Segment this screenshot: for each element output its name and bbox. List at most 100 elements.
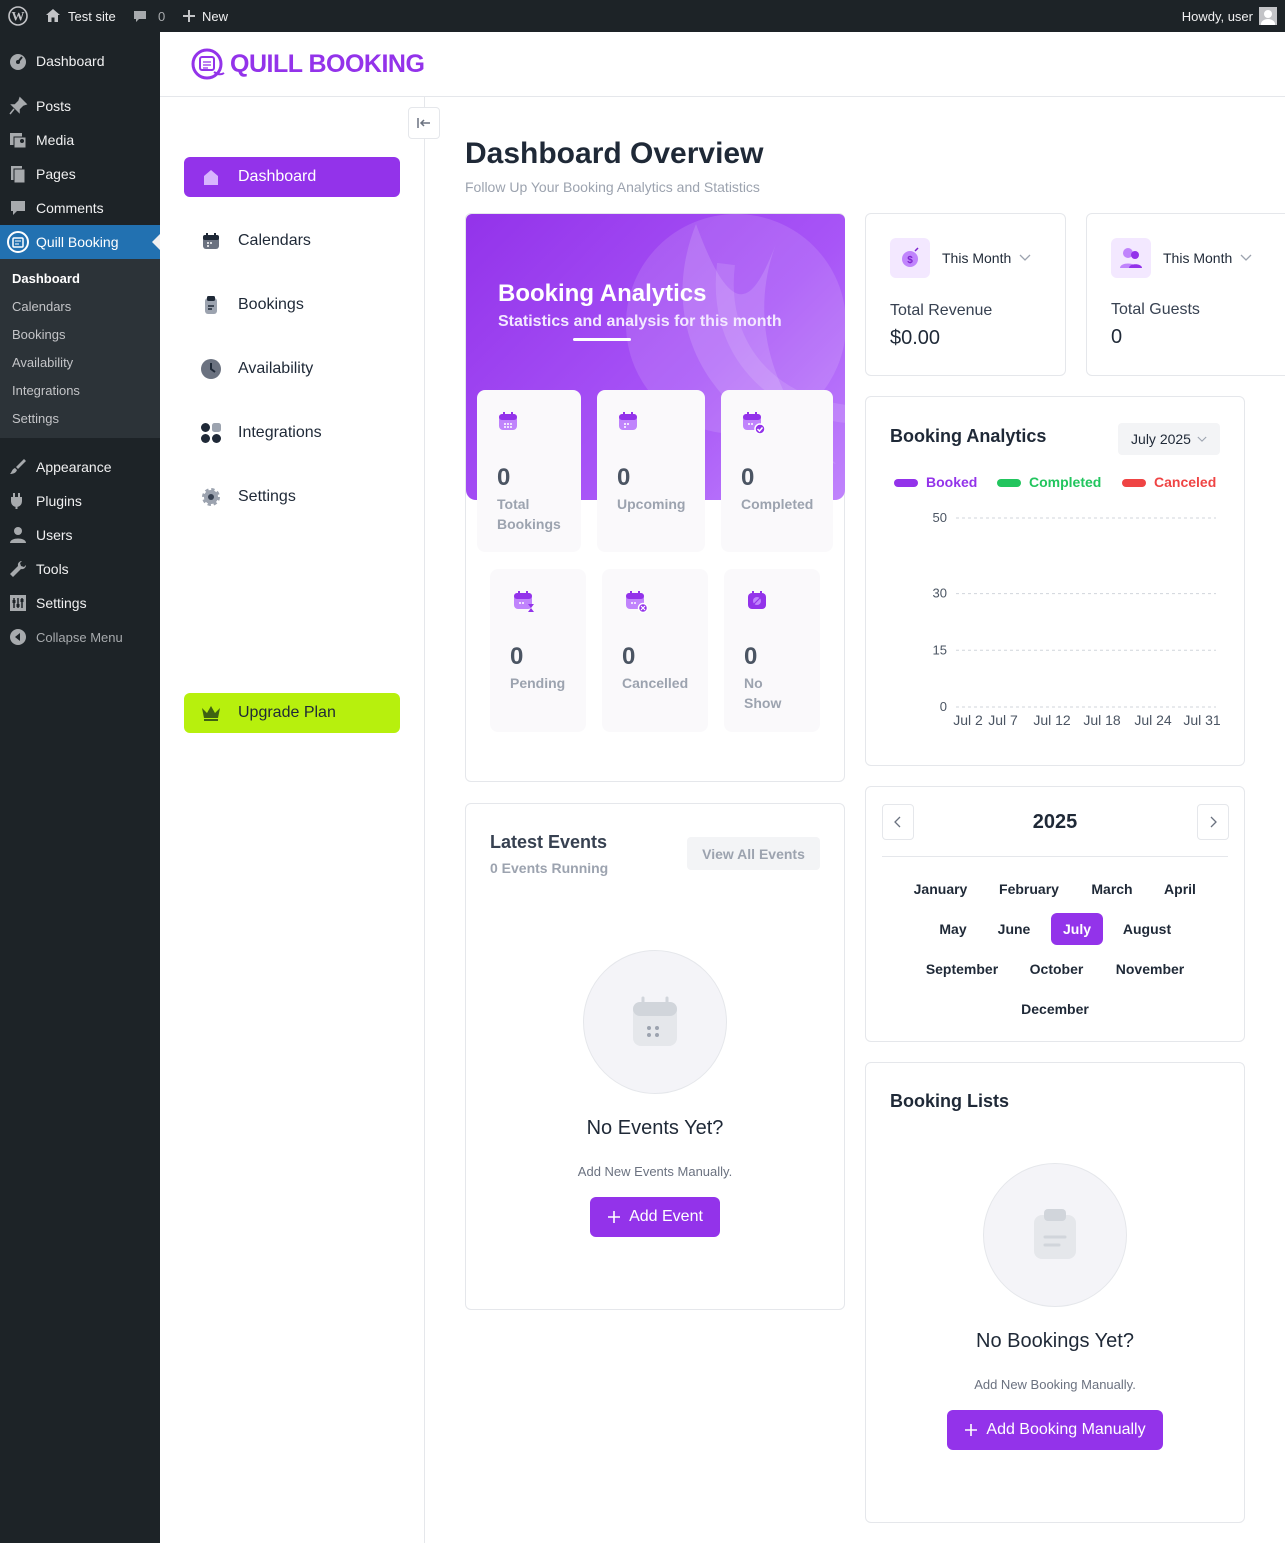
add-booking-label: Add Booking Manually <box>986 1421 1146 1438</box>
nav-calendars[interactable]: Calendars <box>184 221 400 261</box>
wp-submenu-bookings[interactable]: Bookings <box>12 326 66 342</box>
next-year-button[interactable] <box>1197 804 1229 840</box>
stat-value: 0 <box>617 464 631 491</box>
month-april[interactable]: April <box>1164 881 1196 897</box>
wp-menu-pages[interactable]: Pages <box>0 157 160 191</box>
month-march[interactable]: March <box>1091 881 1133 897</box>
add-event-label: Add Event <box>629 1208 703 1225</box>
nav-bookings[interactable]: Bookings <box>184 285 400 325</box>
month-february[interactable]: February <box>999 881 1059 897</box>
wp-menu-label: Users <box>36 527 73 543</box>
wp-menu-appearance[interactable]: Appearance <box>0 450 160 484</box>
guests-period-select[interactable]: This Month <box>1163 250 1252 266</box>
x-tick-label: Jul 18 <box>1083 712 1121 728</box>
stat-value: 0 <box>497 464 511 491</box>
comments-link[interactable]: 0 <box>132 0 165 32</box>
wp-menu-users[interactable]: Users <box>0 518 160 552</box>
chevron-left-icon <box>894 816 901 828</box>
empty-bookings-illustration <box>983 1163 1127 1307</box>
wp-menu-quill-booking[interactable]: Quill Booking <box>0 225 160 259</box>
calendar-icon <box>203 233 219 249</box>
revenue-period-select[interactable]: This Month <box>942 250 1031 266</box>
wordpress-logo-icon[interactable]: W <box>8 0 28 32</box>
wp-menu-tools[interactable]: Tools <box>0 552 160 586</box>
wp-menu-label: Plugins <box>36 493 82 509</box>
revenue-card: $ This Month Total Revenue $0.00 <box>865 213 1066 376</box>
upgrade-plan-button[interactable]: Upgrade Plan <box>184 693 400 733</box>
revenue-label: Total Revenue <box>890 302 993 319</box>
wp-submenu-dashboard[interactable]: Dashboard <box>12 270 80 286</box>
x-tick-label: Jul 2 <box>953 712 983 728</box>
stat-label: No Show <box>744 675 782 711</box>
legend-label: Canceled <box>1154 474 1216 490</box>
guests-label: Total Guests <box>1111 301 1200 318</box>
logo-text: QUILL BOOKING <box>230 49 425 78</box>
month-november[interactable]: November <box>1115 961 1185 977</box>
month-august[interactable]: August <box>1122 921 1172 937</box>
wp-submenu-settings[interactable]: Settings <box>12 410 59 426</box>
account-menu[interactable]: Howdy, user <box>1182 0 1277 32</box>
wp-menu-label: Appearance <box>36 459 112 475</box>
nav-label: Availability <box>238 360 314 377</box>
add-booking-button[interactable]: Add Booking Manually <box>947 1410 1163 1450</box>
analytics-chart-card: Booking Analytics July 2025 Booked Comple… <box>865 396 1245 766</box>
month-december[interactable]: December <box>1021 1001 1089 1017</box>
home-icon <box>204 170 218 185</box>
wp-menu-media[interactable]: Media <box>0 123 160 157</box>
wp-submenu-calendars[interactable]: Calendars <box>12 298 72 314</box>
legend-label: Completed <box>1029 474 1101 490</box>
wp-menu-collapse[interactable]: Collapse Menu <box>0 620 160 654</box>
site-name-link[interactable]: Test site <box>44 0 116 32</box>
wp-menu-settings[interactable]: Settings <box>0 586 160 620</box>
nav-integrations[interactable]: Integrations <box>184 413 400 453</box>
month-october[interactable]: October <box>1029 961 1084 977</box>
stat-label: Pending <box>510 675 566 691</box>
new-content-link[interactable]: New <box>182 0 228 32</box>
wp-menu-label: Comments <box>36 200 104 216</box>
calendar-divider <box>882 856 1228 857</box>
settings-sliders-icon <box>10 595 26 611</box>
prev-year-button[interactable] <box>882 804 914 840</box>
arrow-collapse-left-icon <box>417 118 430 128</box>
y-tick-label: 30 <box>933 586 947 601</box>
wp-menu-dashboard[interactable]: Dashboard <box>0 44 160 78</box>
bookings-empty-title: No Bookings Yet? <box>976 1330 1134 1352</box>
quill-booking-logo[interactable]: QUILL BOOKING <box>190 46 425 82</box>
calendar-pending-icon <box>514 591 534 612</box>
month-june[interactable]: June <box>997 921 1031 937</box>
month-may[interactable]: May <box>939 921 967 937</box>
upgrade-label: Upgrade Plan <box>238 704 336 721</box>
nav-availability[interactable]: Availability <box>184 349 400 389</box>
view-all-events-button[interactable]: View All Events <box>687 837 820 870</box>
pin-icon <box>9 96 28 115</box>
latest-events-card: Latest Events 0 Events Running View All … <box>465 803 845 1310</box>
wp-submenu-integrations[interactable]: Integrations <box>12 382 80 398</box>
nav-label: Dashboard <box>238 168 317 185</box>
wp-submenu-availability[interactable]: Availability <box>12 354 74 370</box>
events-count: 0 Events Running <box>490 860 609 876</box>
nav-dashboard[interactable]: Dashboard <box>184 157 400 197</box>
x-tick-label: Jul 7 <box>988 712 1018 728</box>
chevron-down-icon <box>1197 436 1207 442</box>
month-september[interactable]: September <box>925 961 999 977</box>
stat-value: 0 <box>510 643 524 670</box>
wp-menu-comments[interactable]: Comments <box>0 191 160 225</box>
month-january[interactable]: January <box>913 881 968 897</box>
wp-menu-label: Settings <box>36 595 87 611</box>
collapse-sidebar-button[interactable] <box>408 107 440 139</box>
booking-lists-card: Booking Lists No Bookings Yet? Add New B… <box>865 1062 1245 1523</box>
comments-count: 0 <box>158 8 166 24</box>
nav-settings[interactable]: Settings <box>184 477 400 517</box>
hero-underline <box>573 338 631 341</box>
wrench-icon <box>10 560 27 577</box>
month-select[interactable]: July 2025 <box>1118 423 1220 455</box>
events-title: Latest Events <box>490 832 608 852</box>
hero-banner: Booking Analytics Statistics and analysi… <box>466 214 845 500</box>
wp-menu-posts[interactable]: Posts <box>0 89 160 123</box>
wp-menu-label: Quill Booking <box>36 234 119 250</box>
wp-menu-plugins[interactable]: Plugins <box>0 484 160 518</box>
collapse-icon <box>10 629 26 645</box>
add-event-button[interactable]: Add Event <box>590 1197 720 1237</box>
month-july[interactable]: July <box>1051 913 1103 945</box>
media-icon <box>10 133 27 149</box>
